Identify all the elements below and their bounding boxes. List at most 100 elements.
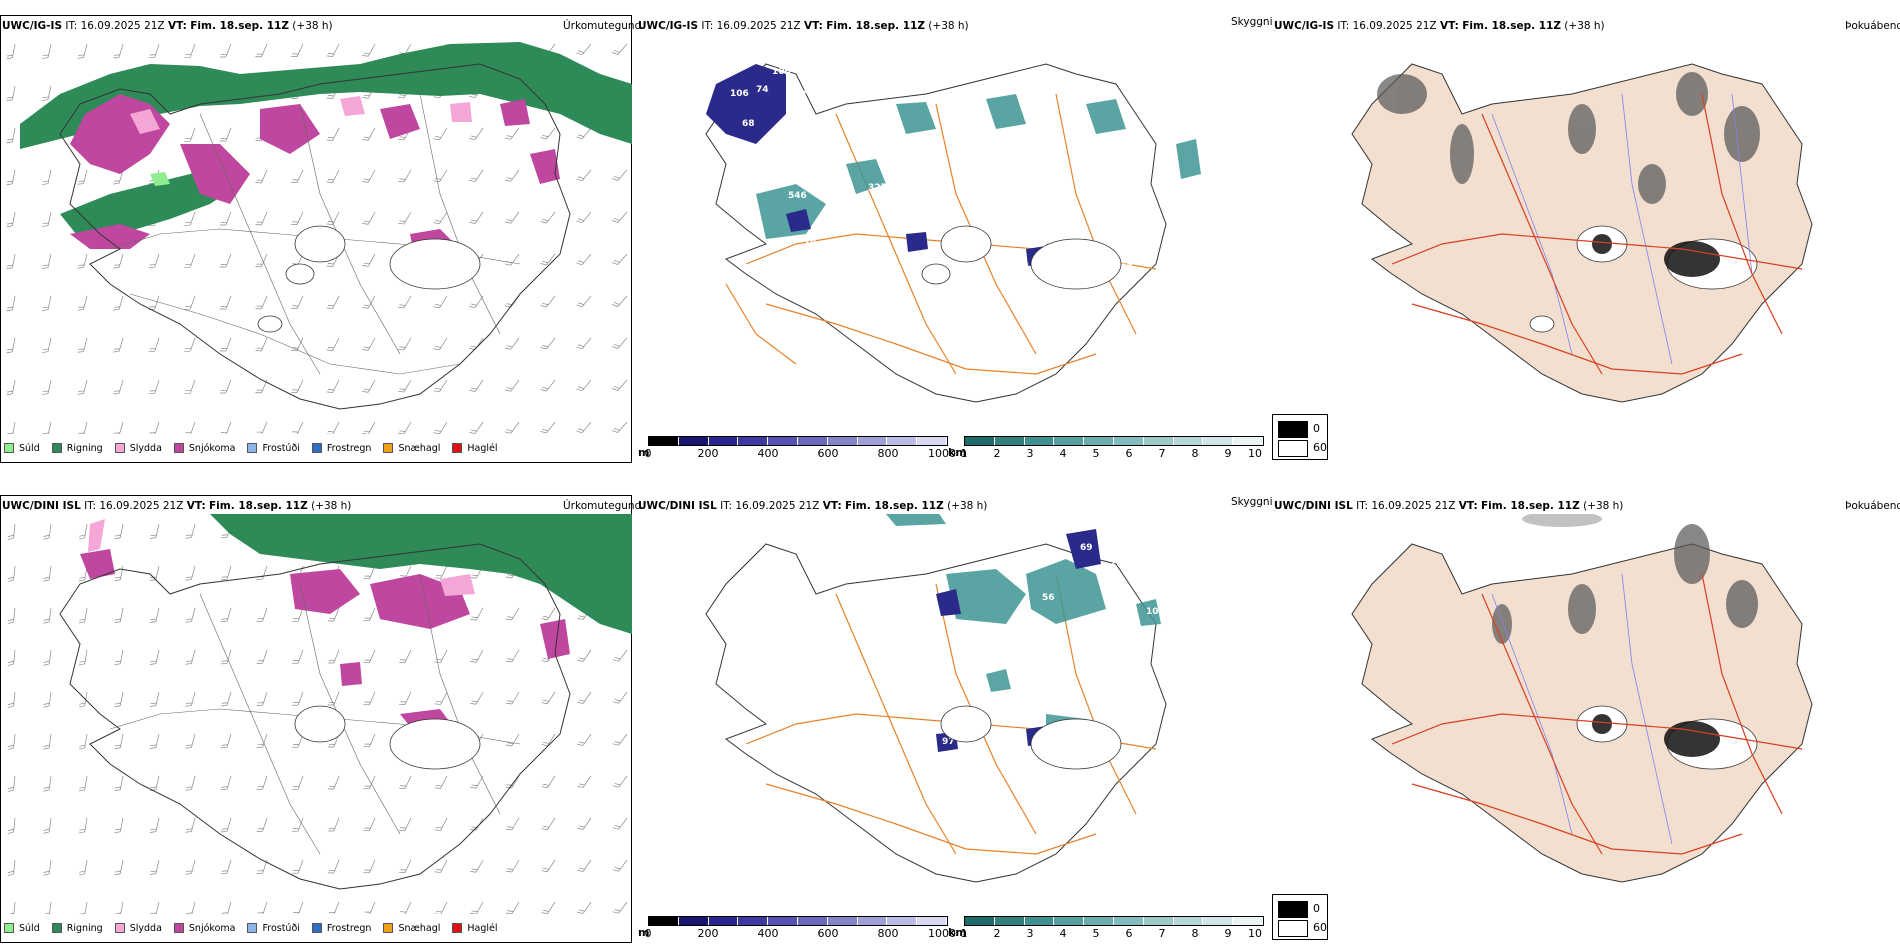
vt-value: Fim. 18.sep. 11Z <box>1481 500 1580 512</box>
model-name: UWC/DINI ISL <box>638 500 717 512</box>
ceiling-label: 70 <box>818 122 831 132</box>
wind-barb <box>185 649 196 665</box>
wind-barb <box>576 211 592 224</box>
wind-barb <box>41 253 52 269</box>
vt-value: Fim. 18.sep. 11Z <box>826 20 925 32</box>
wind-barb <box>611 211 628 223</box>
wind-barb <box>148 379 160 395</box>
wind-barb <box>397 169 412 183</box>
model-name: UWC/DINI ISL <box>1274 500 1353 512</box>
wind-barb <box>398 859 412 873</box>
wind-barb <box>219 253 232 268</box>
wind-barb <box>148 295 160 311</box>
legend-swatch <box>51 923 62 933</box>
colorbar-segment <box>827 437 858 445</box>
wind-barb <box>77 337 88 353</box>
wind-barb <box>114 901 124 914</box>
tick-label: 4 <box>1059 447 1067 460</box>
wind-barb <box>612 859 628 872</box>
wind-barb <box>255 337 268 352</box>
panel-header: UWC/IG-IS IT: 16.09.2025 21Z VT: Fim. 18… <box>2 20 333 32</box>
wind-barb <box>150 901 160 914</box>
wind-barb <box>219 211 232 226</box>
legend-label: Rigning <box>66 442 103 454</box>
wind-barb <box>255 295 268 310</box>
wind-barb <box>292 817 304 832</box>
colorbar-segment <box>917 437 947 445</box>
it-label: IT: <box>720 500 733 512</box>
precip-map <box>6 42 632 434</box>
wind-barb <box>7 607 16 624</box>
wind-barb <box>362 211 376 225</box>
wind-barb <box>327 817 340 832</box>
vt-label: VT: <box>803 20 823 32</box>
wind-barb <box>291 169 304 184</box>
wind-barb <box>9 901 16 914</box>
wind-barb <box>505 607 520 621</box>
iceland-outline <box>59 63 571 410</box>
wind-barb <box>43 607 52 624</box>
fog-map <box>1351 63 1813 403</box>
wind-barb <box>397 295 412 309</box>
vt-value: Fim. 18.sep. 11Z <box>190 20 289 32</box>
wind-barb <box>363 775 376 790</box>
ceiling-label: 106 <box>730 89 749 99</box>
wind-barb <box>113 253 124 269</box>
glaciers <box>294 705 481 770</box>
fog-legend-label: 60 <box>1313 441 1327 454</box>
legend-item: Snjókoma <box>173 923 235 934</box>
precip-title: Úrkomutegund <box>563 500 642 512</box>
sleet-areas <box>88 519 475 596</box>
colorbar-segment <box>768 917 798 925</box>
fog-shading <box>1377 72 1760 204</box>
tick-label: 1000 <box>928 927 956 940</box>
fog-legend-label: 60 <box>1313 921 1327 934</box>
rain-areas <box>20 42 632 239</box>
wind-barb <box>149 817 160 833</box>
panel-header: UWC/IG-IS IT: 16.09.2025 21Z VT: Fim. 18… <box>638 20 969 32</box>
wind-barb <box>41 169 52 185</box>
colorbar-segment <box>1084 437 1114 445</box>
wind-barb <box>504 127 520 140</box>
it-value: 16.09.2025 21Z <box>716 20 801 32</box>
lead-time: (+38 h) <box>311 500 352 512</box>
colorbar-segment <box>1113 437 1144 445</box>
wind-barb <box>78 691 88 708</box>
glacier-fog <box>1592 714 1720 757</box>
wind-barb <box>364 901 376 914</box>
wind-barb <box>363 817 376 832</box>
it-value: 16.09.2025 21Z <box>1371 500 1456 512</box>
wind-barb <box>362 421 376 434</box>
wind-barb <box>540 127 556 140</box>
colorbar-segment <box>1233 917 1263 925</box>
forecast-row-bottom: UWC/DINI ISL IT: 16.09.2025 21Z VT: Fim.… <box>0 480 1900 950</box>
wind-barb <box>43 817 52 834</box>
wind-barb <box>504 379 520 392</box>
wind-barb <box>219 379 232 394</box>
legend-swatch <box>114 443 125 453</box>
colorbar-segment <box>649 437 679 445</box>
ceiling-label: 44 <box>1048 679 1061 689</box>
it-label: IT: <box>84 500 97 512</box>
legend-label: Snæhagl <box>398 442 441 454</box>
wind-barb <box>43 733 52 750</box>
wind-barb <box>255 253 268 268</box>
wind-barb <box>114 859 124 876</box>
colorbar-segment <box>1084 917 1114 925</box>
rivers <box>1491 93 1753 365</box>
visibility-panel: UWC/IG-IS IT: 16.09.2025 21Z VT: Fim. 18… <box>636 0 1273 470</box>
wind-barb <box>327 649 340 664</box>
fog-legend-label: 0 <box>1313 902 1320 915</box>
colorbar-segment <box>1233 437 1263 445</box>
fog-map <box>1351 514 1813 883</box>
wind-barb <box>114 817 124 834</box>
colorbar-segment <box>1173 917 1204 925</box>
wind-barb <box>185 607 196 623</box>
wind-barb <box>611 379 628 391</box>
wind-barb <box>434 775 448 789</box>
wind-barb <box>541 733 556 747</box>
it-value: 16.09.2025 21Z <box>1352 20 1437 32</box>
wind-barb <box>149 421 160 434</box>
legend-swatch <box>383 443 394 453</box>
wind-barb <box>219 43 232 58</box>
